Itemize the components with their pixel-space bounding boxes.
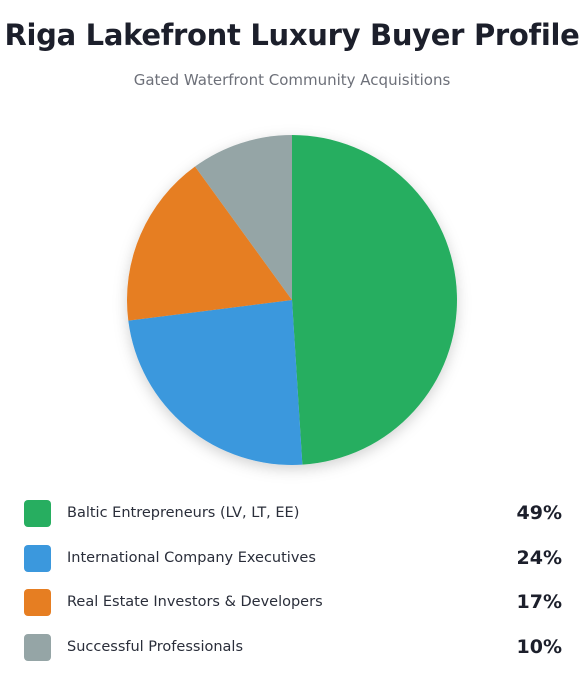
- legend-value: 10%: [516, 636, 562, 659]
- legend-label: Successful Professionals: [67, 639, 243, 656]
- legend-swatch: [24, 500, 51, 527]
- legend-label: International Company Executives: [67, 549, 316, 566]
- pie-slice-successful-professionals: [195, 135, 292, 300]
- legend-swatch: [24, 634, 51, 662]
- legend-item-baltic-entrepreneurs: Baltic Entrepreneurs (LV, LT, EE) 49%: [24, 498, 562, 528]
- pie-slice-real-estate-investors: [127, 166, 292, 321]
- legend-swatch: [24, 589, 51, 617]
- legend-value: 24%: [516, 546, 562, 569]
- legend-label: Real Estate Investors & Developers: [67, 594, 323, 611]
- chart-subtitle: Gated Waterfront Community Acquisitions: [133, 71, 451, 89]
- pie-chart-svg: [127, 135, 457, 465]
- legend-swatch: [24, 544, 51, 572]
- legend-value: 49%: [516, 502, 562, 524]
- legend-item-successful-professionals: Successful Professionals 10%: [24, 632, 562, 662]
- legend-item-international-executives: International Company Executives 24%: [24, 543, 562, 573]
- chart-legend: Baltic Entrepreneurs (LV, LT, EE) 49% In…: [24, 498, 562, 677]
- chart-title: Riga Lakefront Luxury Buyer Profile: [4, 18, 580, 52]
- pie-slice-international-executives: [128, 300, 303, 465]
- pie-chart: [112, 120, 472, 480]
- legend-value: 17%: [516, 591, 562, 614]
- pie-slice-baltic-entrepreneurs: [292, 135, 457, 465]
- legend-item-real-estate-investors: Real Estate Investors & Developers 17%: [24, 587, 562, 617]
- legend-label: Baltic Entrepreneurs (LV, LT, EE): [67, 505, 300, 521]
